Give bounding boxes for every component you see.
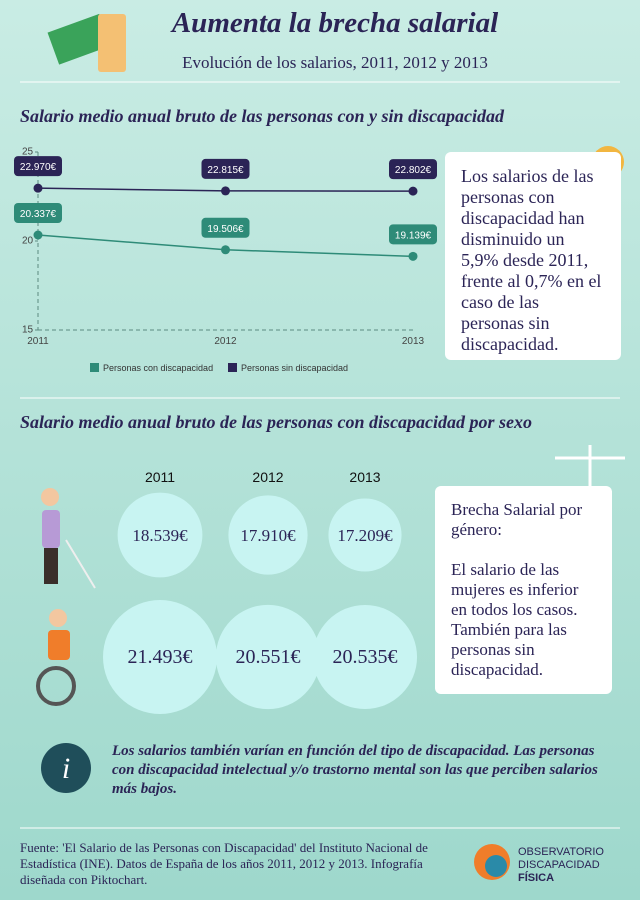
data-label: 22.970€	[20, 162, 57, 173]
year-label: 2013	[349, 469, 380, 485]
point	[221, 245, 230, 255]
woman-icon	[42, 510, 60, 548]
bubble-label: 20.535€	[333, 646, 398, 668]
bubble-label: 21.493€	[128, 646, 193, 668]
info-icon: i	[62, 752, 70, 785]
x-tick-label: 2011	[27, 336, 49, 347]
label-box	[389, 224, 437, 245]
bubble-label: 18.539€	[132, 526, 188, 545]
logo-text: OBSERVATORIO	[518, 846, 604, 858]
source: Fuente: 'El Salario de las Personas con …	[20, 840, 428, 887]
woman-icon	[41, 488, 59, 506]
point	[33, 230, 43, 240]
x-tick-label: 2013	[402, 336, 425, 347]
bubble-label: 17.910€	[240, 526, 296, 545]
point	[33, 183, 43, 193]
bubble	[103, 600, 217, 714]
legend-label: Personas con discapacidad	[103, 363, 213, 373]
logo-icon	[485, 855, 507, 877]
info-icon	[41, 743, 91, 793]
label-box	[389, 159, 437, 180]
legend-swatch	[90, 363, 99, 372]
chart-title: Salario medio anual bruto de las persona…	[20, 106, 505, 126]
logo-text: FÍSICA	[518, 872, 555, 884]
point	[408, 186, 418, 196]
legend-label: Personas sin discapacidad	[241, 363, 348, 373]
bubble	[215, 604, 321, 710]
bubble-label: 20.551€	[236, 646, 301, 668]
label-box	[14, 203, 62, 224]
info-text: Los salarios también varían en función d…	[112, 743, 598, 797]
wheelchair-icon	[36, 666, 76, 706]
data-label: 20.337€	[20, 209, 57, 220]
ruler-icon	[98, 14, 126, 72]
legend-swatch	[228, 363, 237, 372]
x-tick-label: 2012	[214, 336, 237, 347]
point	[221, 186, 230, 196]
bubble	[328, 498, 402, 572]
subtitle: Evolución de los salarios, 2011, 2012 y …	[182, 53, 488, 72]
label-box	[201, 158, 250, 179]
data-label: 22.802€	[395, 165, 432, 176]
bubble	[228, 495, 308, 575]
note-text: El salario de las mujeres es inferior en…	[451, 560, 579, 679]
note: Los salarios de las personas con discapa…	[445, 152, 621, 360]
data-label: 19.139€	[395, 230, 432, 241]
year-label: 2012	[252, 469, 283, 485]
bubble-label: 17.209€	[337, 526, 393, 545]
chart-title: Salario medio anual bruto de las persona…	[20, 412, 532, 432]
money-icon	[47, 13, 111, 65]
label-box	[201, 217, 250, 238]
point	[408, 251, 418, 261]
bubble	[312, 604, 418, 710]
y-tick-label: 15	[22, 325, 34, 336]
logo: OBSERVATORIO DISCAPACIDAD FÍSICA	[518, 846, 604, 885]
note-title: Brecha Salarial por género:	[451, 500, 583, 539]
title: Aumenta la brecha salarial	[170, 7, 499, 39]
cane-icon	[65, 539, 96, 589]
man-icon	[48, 630, 70, 660]
bubble	[117, 492, 203, 578]
logo-text: DISCAPACIDAD	[518, 859, 600, 871]
note: Brecha Salarial por género: El salario d…	[435, 486, 612, 694]
woman-icon	[44, 548, 58, 584]
data-label: 22.815€	[207, 165, 244, 176]
label-box	[14, 156, 62, 177]
y-tick-label: 20	[22, 236, 34, 247]
year-label: 2011	[145, 469, 175, 485]
y-tick-label: 25	[22, 147, 34, 158]
data-label: 19.506€	[207, 224, 244, 235]
man-icon	[49, 609, 67, 627]
